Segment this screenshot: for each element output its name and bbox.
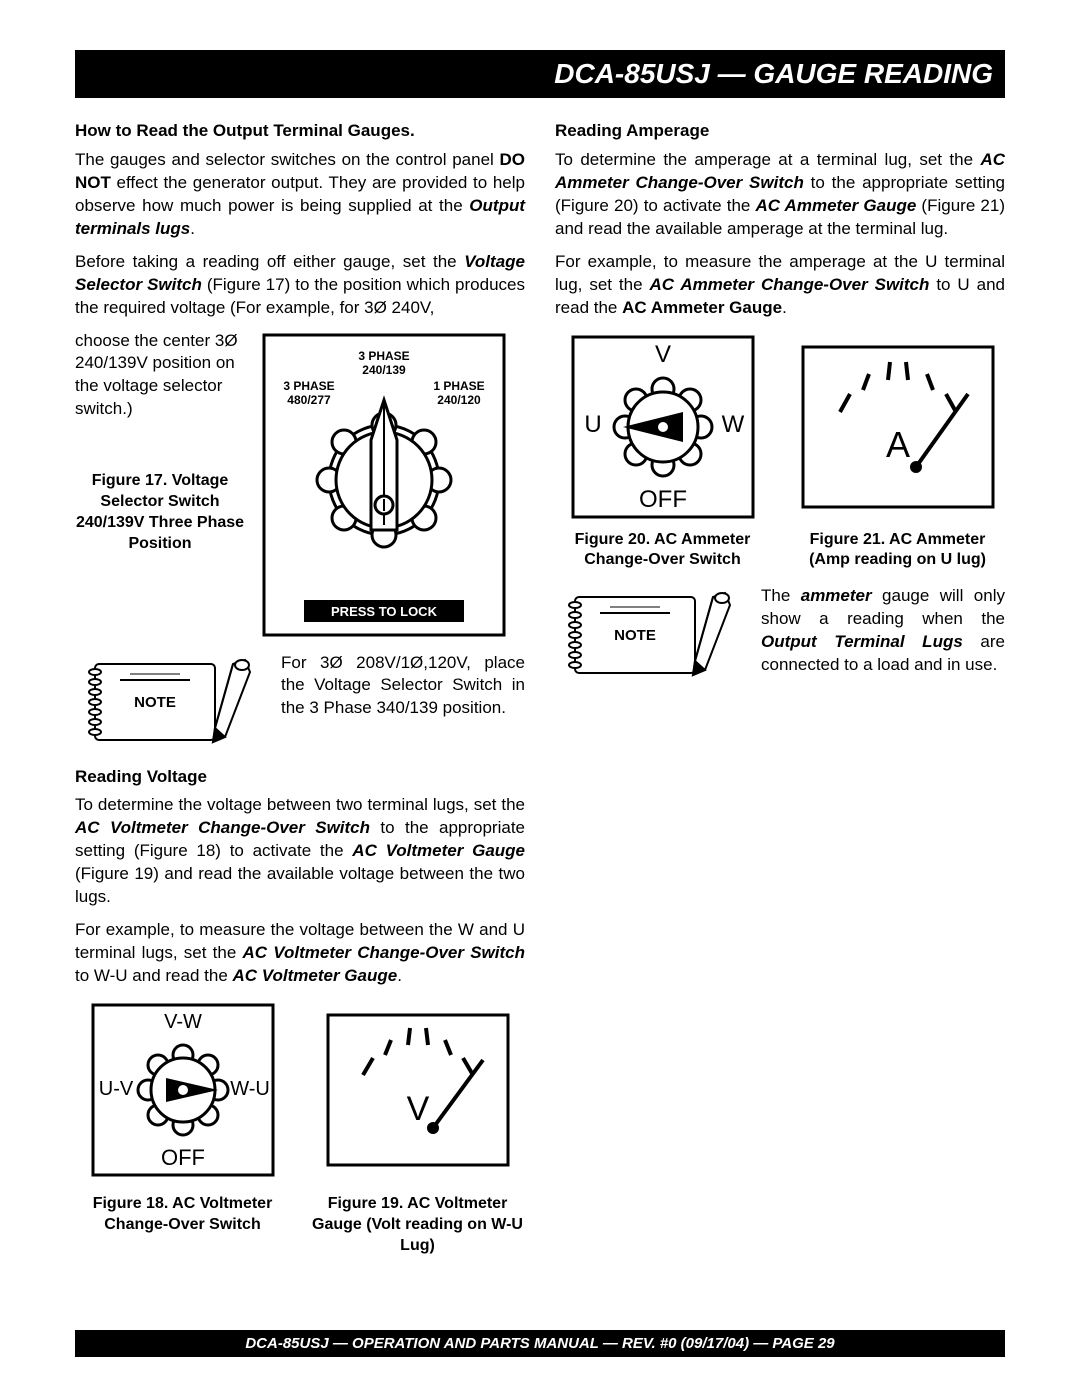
text-run: effect the generator output. They are pr… [75,173,525,215]
fig18-right: W-U [230,1078,270,1100]
text-run-bolditalic: AC Ammeter Gauge [756,196,917,215]
two-column-layout: How to Read the Output Terminal Gauges. … [75,116,1005,1270]
text-run-bolditalic: Output Terminal Lugs [761,632,963,651]
footer-bar: DCA-85USJ — OPERATION AND PARTS MANUAL —… [75,1330,1005,1357]
text-run: To determine the amperage at a terminal … [555,150,980,169]
fig20-block: V U W OFF [555,332,770,572]
text-run: To determine the voltage between two ter… [75,795,525,814]
left-column: How to Read the Output Terminal Gauges. … [75,116,525,1270]
fig18-19-row: V-W U-V W-U OFF [75,1000,525,1188]
note-label: NOTE [614,627,656,644]
text-run: to W-U and read the [75,966,233,985]
voltmeter-switch-diagram: V-W U-V W-U OFF [88,1000,278,1180]
note-label: NOTE [134,694,176,711]
fig20-caption: Figure 20. AC Ammeter Change-Over Switch [555,530,770,572]
footer-text: DCA-85USJ — OPERATION AND PARTS MANUAL —… [245,1335,834,1352]
fig20-bottom: OFF [639,486,687,513]
page-title: DCA-85USJ — GAUGE READING [87,58,993,90]
heading-reading-amperage: Reading Amperage [555,120,1005,143]
fig17-press-to-lock: PRESS TO LOCK [331,604,438,619]
fig17-label-top2: 240/139 [362,363,406,377]
fig17-label-top1: 3 PHASE [358,349,409,363]
text-run-bolditalic: AC Voltmeter Change-Over Switch [75,818,370,837]
knob [138,1045,228,1135]
note-icon: NOTE [75,652,265,752]
text-run: (Figure 19) and read the available volta… [75,864,525,906]
fig17-label-left2: 480/277 [287,393,331,407]
note-1: NOTE For 3Ø 208V/1Ø,120V, place the Volt… [75,652,525,752]
heading-reading-voltage: Reading Voltage [75,766,525,789]
para-before-reading: Before taking a reading off either gauge… [75,251,525,320]
fig19-block: V [310,1000,525,1188]
text-run: . [782,298,787,317]
note-1-text: For 3Ø 208V/1Ø,120V, place the Voltage S… [281,652,525,721]
title-bar: DCA-85USJ — GAUGE READING [75,50,1005,98]
fig21-block: A Figure 21. AC Ammeter (Amp reading on … [790,332,1005,572]
para-voltage-2: For example, to measure the voltage betw… [75,919,525,988]
fig17-caption: Figure 17. Voltage Selector Switch 240/1… [75,471,245,554]
text-run-bolditalic: ammeter [801,586,872,605]
voltage-selector-switch-diagram: 3 PHASE 240/139 3 PHASE 480/277 1 PHASE … [259,330,509,640]
text-run: . [397,966,402,985]
fig18-19-captions: Figure 18. AC Voltmeter Change-Over Swit… [75,1194,525,1256]
heading-how-to-read: How to Read the Output Terminal Gauges. [75,120,525,143]
fig20-21-row: V U W OFF [555,332,1005,572]
fig17-label-left1: 3 PHASE [283,379,334,393]
note-2-text: The ammeter gauge will only show a readi… [761,585,1005,677]
text-run: Before taking a reading off either gauge… [75,252,464,271]
ammeter-gauge-diagram: A [798,332,998,522]
text-run-bolditalic: AC Voltmeter Change-Over Switch [243,943,525,962]
text-run: The [761,586,801,605]
fig17-svg: 3 PHASE 240/139 3 PHASE 480/277 1 PHASE … [259,330,509,640]
text-run: choose the center 3Ø 240/139V position o… [75,330,245,422]
note-icon: NOTE [555,585,745,685]
text-run-bolditalic: AC Ammeter Change-Over Switch [649,275,929,294]
notepad-pencil-icon: NOTE [555,585,745,685]
fig21-letter: A [885,424,909,465]
text-run-bolditalic: AC Voltmeter Gauge [352,841,525,860]
text-run: . [190,219,195,238]
fig19-letter: V [406,1090,429,1128]
para-intro: The gauges and selector switches on the … [75,149,525,241]
fig17-label-right1: 1 PHASE [433,379,484,393]
voltmeter-gauge-diagram: V [323,1000,513,1180]
fig20-right: W [721,411,744,438]
text-run: The gauges and selector switches on the … [75,150,500,169]
selector-knob [317,400,451,547]
fig17-side-text: choose the center 3Ø 240/139V position o… [75,330,245,640]
ammeter-switch-diagram: V U W OFF [568,332,758,522]
fig18-left: U-V [98,1078,133,1100]
para-voltage-1: To determine the voltage between two ter… [75,794,525,909]
text-run-bold: AC Ammeter Gauge [622,298,782,317]
fig18-top: V-W [164,1011,202,1033]
para-amp-2: For example, to measure the amperage at … [555,251,1005,320]
para-amp-1: To determine the amperage at a terminal … [555,149,1005,241]
text-run-bolditalic: AC Voltmeter Gauge [233,966,398,985]
fig17-label-right2: 240/120 [437,393,481,407]
fig18-bottom: OFF [161,1145,205,1170]
fig18-caption: Figure 18. AC Voltmeter Change-Over Swit… [75,1194,290,1236]
note-2: NOTE The ammeter gauge will only show a … [555,585,1005,685]
knob [614,378,712,476]
right-column: Reading Amperage To determine the ampera… [555,116,1005,1270]
fig21-caption: Figure 21. AC Ammeter (Amp reading on U … [790,530,1005,572]
fig19-caption: Figure 19. AC Voltmeter Gauge (Volt read… [310,1194,525,1256]
fig18-block: V-W U-V W-U OFF [75,1000,290,1188]
fig17-wrap: choose the center 3Ø 240/139V position o… [75,330,525,640]
fig20-top: V [654,341,670,368]
fig20-left: U [584,411,601,438]
notepad-pencil-icon: NOTE [75,652,265,752]
